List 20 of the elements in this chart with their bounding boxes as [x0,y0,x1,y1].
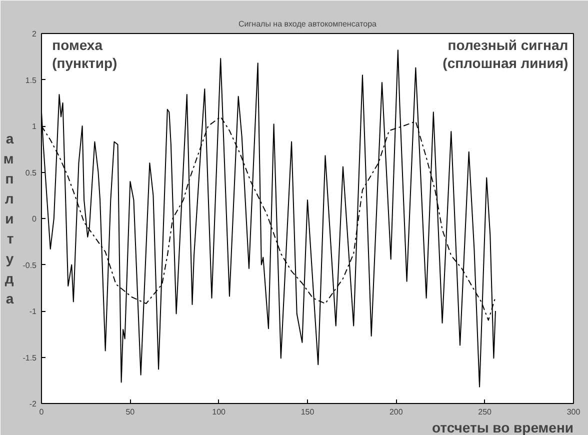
x-tick-label: 100 [212,408,226,416]
y-tick-label: 2 [32,30,38,38]
x-tick-label: 300 [566,408,581,416]
y-tick-label: 1 [32,122,38,131]
y-tick-label: -1 [29,307,38,316]
x-tick-label: 150 [300,408,315,416]
annotation: полезный сигнал (сплошная линия) [442,37,568,71]
x-tick-label: 0 [39,408,44,416]
annotation: помеха (пунктир) [52,37,118,71]
x-tick-label: 250 [478,408,492,416]
x-tick-label: 200 [389,408,404,416]
text: амплитуда [3,130,14,306]
y-tick-label: -2 [29,400,38,408]
y-tick-label: 0 [32,214,38,224]
x-tick-label: 50 [126,408,136,416]
chart-title: Сигналы на входе автокомпенсатора [238,20,378,28]
y-tick-label: -0.5 [22,260,38,270]
y-tick-label: 0.5 [25,168,38,178]
y-tick-label: -1.5 [22,353,38,362]
y-tick-label: 1.5 [25,76,38,85]
